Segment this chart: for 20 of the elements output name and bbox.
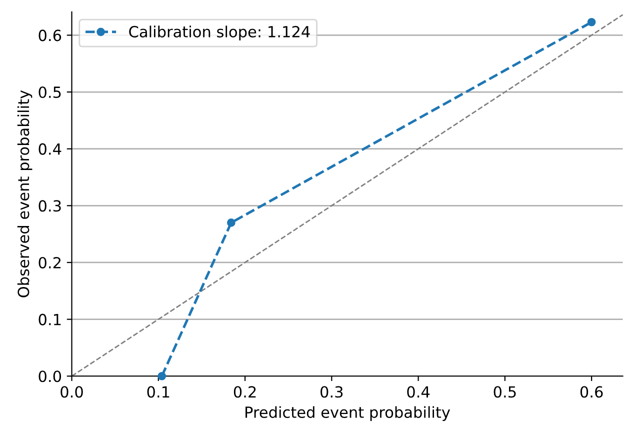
x-tick-label: 0.1 (147, 386, 170, 398)
x-tick-label: 0.0 (60, 386, 83, 398)
y-tick-label: 0.2 (38, 256, 61, 269)
x-tick-label: 0.3 (320, 386, 343, 398)
legend-label: Calibration slope: 1.124 (129, 26, 310, 40)
x-tick-label: 0.6 (580, 386, 603, 398)
x-axis-title: Predicted event probability (246, 406, 450, 421)
y-tick-label: 0.4 (38, 143, 62, 155)
y-axis-title: Observed event probability (17, 90, 32, 298)
y-tick-label: 0.6 (38, 30, 62, 42)
y-tick-label: 0.1 (38, 314, 61, 326)
x-tick-label: 0.4 (407, 386, 430, 398)
point (158, 372, 166, 380)
point (227, 218, 236, 227)
point (587, 18, 596, 26)
y-tick-label: 0.0 (38, 370, 62, 382)
y-tick-label: 0.5 (38, 86, 61, 98)
y-tick-label: 0.3 (38, 200, 61, 212)
x-tick-label: 0.5 (494, 386, 516, 398)
x-tick-label: 0.2 (234, 386, 256, 398)
